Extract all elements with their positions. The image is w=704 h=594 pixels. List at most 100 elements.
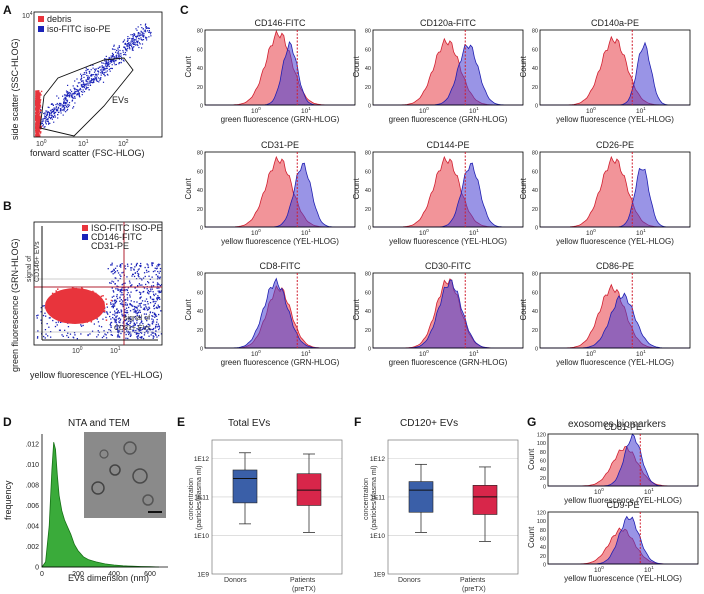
- scatter-point: [37, 106, 39, 108]
- histogram-ytick: 20: [365, 207, 371, 213]
- scatter-point: [147, 291, 149, 293]
- scatter-point: [38, 97, 40, 99]
- scatter-point: [95, 74, 97, 76]
- scatter-point: [158, 334, 160, 337]
- scatter-point: [139, 297, 141, 300]
- histogram-ytick: 60: [532, 169, 538, 175]
- scatter-point: [81, 287, 83, 289]
- scatter-point: [78, 94, 80, 96]
- scatter-point: [70, 93, 72, 95]
- scatter-point: [109, 67, 111, 70]
- tem-vesicle: [109, 464, 121, 476]
- scatter-point: [116, 326, 119, 328]
- scatter-point: [149, 278, 151, 280]
- scatter-point: [106, 63, 109, 65]
- scatter-point: [157, 295, 159, 297]
- scatter-point: [124, 331, 126, 334]
- histogram-ytick: 0: [543, 563, 546, 569]
- histogram-area-isotype: [373, 155, 523, 228]
- scatter-point: [140, 265, 142, 267]
- scatter-point: [66, 99, 69, 101]
- scatter-point: [163, 295, 164, 296]
- xtick-a-2: 102: [118, 139, 129, 148]
- histogram-xtick: 100: [586, 106, 596, 115]
- histogram-title: CD81-PE: [604, 422, 642, 432]
- scatter-point: [115, 316, 117, 319]
- scatter-point: [111, 300, 114, 302]
- scatter-point: [62, 105, 64, 107]
- scatter-point: [116, 315, 118, 317]
- scatter-point: [126, 330, 128, 332]
- scatter-point: [135, 28, 137, 30]
- scatter-point: [97, 77, 99, 79]
- histogram-xtick: 101: [636, 228, 646, 237]
- scatter-point: [35, 122, 37, 124]
- scatter-point: [53, 113, 55, 115]
- histogram-frame: [372, 29, 524, 106]
- scatter-point: [156, 336, 158, 338]
- scatter-point: [100, 66, 102, 68]
- scatter-point: [125, 302, 127, 304]
- scatter-point: [110, 302, 112, 304]
- scatter-point: [126, 294, 128, 296]
- histogram-title: CD120a-FITC: [420, 18, 477, 28]
- scatter-point: [125, 49, 127, 51]
- histogram-cd140a-pe: CD140a-PE 80 60 40 20 0 100 101 Count yellow fluo…: [519, 18, 691, 124]
- scatter-point: [143, 287, 146, 289]
- scatter-point: [57, 321, 60, 323]
- histogram-ytick: 20: [365, 328, 371, 334]
- scatter-point: [99, 69, 102, 71]
- histogram-xlabel: yellow fluorescence (YEL-HLOG): [389, 237, 507, 246]
- histogram-ytick: 80: [540, 528, 546, 534]
- scatter-point: [95, 77, 97, 79]
- scatter-point: [138, 303, 140, 305]
- scatter-point: [79, 89, 81, 91]
- scatter-point: [93, 323, 95, 325]
- scatter-point: [44, 113, 46, 115]
- scatter-point: [74, 93, 76, 95]
- histogram-ylabel: Count: [519, 298, 528, 320]
- scatter-point: [145, 269, 148, 271]
- scatter-point: [81, 94, 83, 96]
- scatter-point: [148, 328, 151, 330]
- scatter-point: [37, 90, 39, 93]
- scatter-point: [122, 322, 124, 324]
- scatter-point: [36, 131, 39, 133]
- histogram-ytick: 40: [197, 309, 203, 315]
- scatter-point: [148, 293, 150, 295]
- scatter-point: [37, 92, 39, 94]
- scatter-point: [106, 62, 108, 64]
- scatter-point: [120, 324, 122, 327]
- scatter-point: [138, 330, 140, 332]
- scatter-point: [139, 284, 141, 286]
- scatter-point: [139, 331, 142, 333]
- scatter-point: [98, 71, 100, 73]
- scatter-point: [129, 37, 131, 39]
- scatter-point: [157, 296, 160, 299]
- scatter-point: [71, 90, 73, 93]
- scatter-point: [36, 114, 38, 116]
- scatter-point: [139, 32, 141, 34]
- scatter-point: [46, 110, 48, 112]
- scatter-point: [136, 332, 138, 334]
- scatter-point: [76, 94, 78, 96]
- scatter-point: [145, 27, 147, 29]
- histogram-xtick: 100: [419, 228, 429, 237]
- scatter-point: [143, 30, 145, 32]
- scatter-point: [81, 84, 83, 86]
- scatter-point: [147, 27, 149, 29]
- scatter-point: [46, 114, 48, 117]
- scatter-point: [87, 334, 89, 337]
- scatter-point: [140, 34, 142, 36]
- scatter-point: [60, 321, 62, 323]
- scatter-point: [57, 111, 60, 114]
- panel-f: F CD120+ EVs 1E12 1E11 1E10 1E9 concentrati…: [354, 415, 519, 593]
- scatter-point: [52, 103, 54, 106]
- scatter-point: [39, 128, 42, 130]
- scatter-point: [91, 330, 94, 332]
- scatter-point: [77, 85, 79, 88]
- scatter-point: [133, 41, 135, 44]
- scatter-point: [134, 324, 136, 326]
- scatter-point: [74, 97, 76, 99]
- scatter-point: [127, 45, 129, 47]
